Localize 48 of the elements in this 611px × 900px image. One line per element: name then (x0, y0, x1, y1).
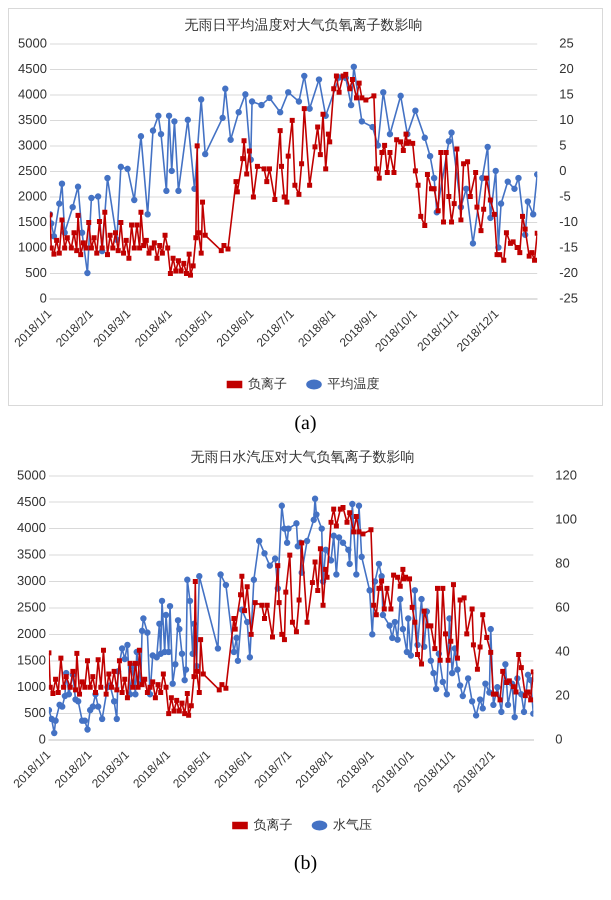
chart-title: 无雨日平均温度对大气负氧离子数影响 (184, 16, 422, 32)
legend-label: 水气压 (333, 817, 372, 832)
y-tick-label: 4500 (17, 494, 46, 509)
y-tick-label: 500 (25, 265, 47, 280)
text: (b) (292, 852, 318, 875)
y2-tick-label: 25 (559, 35, 574, 50)
text: (a) (293, 412, 318, 435)
y-tick-label: 2000 (18, 188, 47, 204)
y2-tick-label: 10 (559, 112, 574, 127)
y2-tick-label: -10 (559, 214, 578, 230)
y2-tick-label: 120 (555, 467, 578, 482)
y-tick-label: 2500 (17, 600, 46, 615)
y-tick-label: 4000 (17, 520, 46, 536)
y2-tick-label: 80 (555, 555, 570, 570)
y2-tick-label: -25 (559, 290, 578, 306)
legend-label: 负离子 (248, 376, 287, 392)
y-tick-label: 2500 (18, 163, 47, 178)
y2-tick-label: 100 (555, 511, 578, 526)
chart-title: 无雨日水汽压对大气负氧离子数影响 (190, 448, 414, 464)
y2-tick-label: 40 (555, 644, 570, 659)
y2-tick-label: 5 (559, 137, 566, 152)
y2-tick-label: -20 (559, 265, 578, 280)
y-tick-label: 4500 (18, 60, 47, 76)
y-tick-label: 1500 (17, 652, 46, 668)
y2-tick-label: 20 (555, 688, 570, 703)
y2-tick-label: 15 (559, 86, 574, 102)
y-tick-label: 1000 (17, 678, 46, 694)
y2-tick-label: 0 (559, 163, 566, 178)
y-tick-label: 4000 (18, 86, 47, 102)
y-tick-label: 0 (38, 732, 46, 747)
y2-tick-label: 20 (559, 60, 574, 76)
y2-tick-label: -15 (559, 240, 578, 255)
y-tick-label: 3000 (17, 573, 46, 588)
y-tick-label: 1500 (18, 214, 47, 230)
y-tick-label: 500 (24, 705, 46, 720)
y-tick-label: 3500 (17, 546, 46, 562)
legend-label: 平均温度 (328, 376, 380, 392)
y-tick-label: 3500 (18, 112, 47, 127)
y-tick-label: 5000 (18, 35, 47, 50)
y2-tick-label: 60 (555, 600, 570, 615)
y-tick-label: 1000 (18, 240, 47, 255)
y-tick-label: 0 (40, 290, 47, 306)
y2-tick-label: 0 (555, 732, 563, 747)
y2-tick-label: -5 (559, 188, 571, 204)
y-tick-label: 2000 (17, 626, 46, 641)
y-tick-label: 3000 (18, 137, 47, 152)
legend-label: 负离子 (254, 817, 292, 832)
y-tick-label: 5000 (17, 467, 46, 482)
